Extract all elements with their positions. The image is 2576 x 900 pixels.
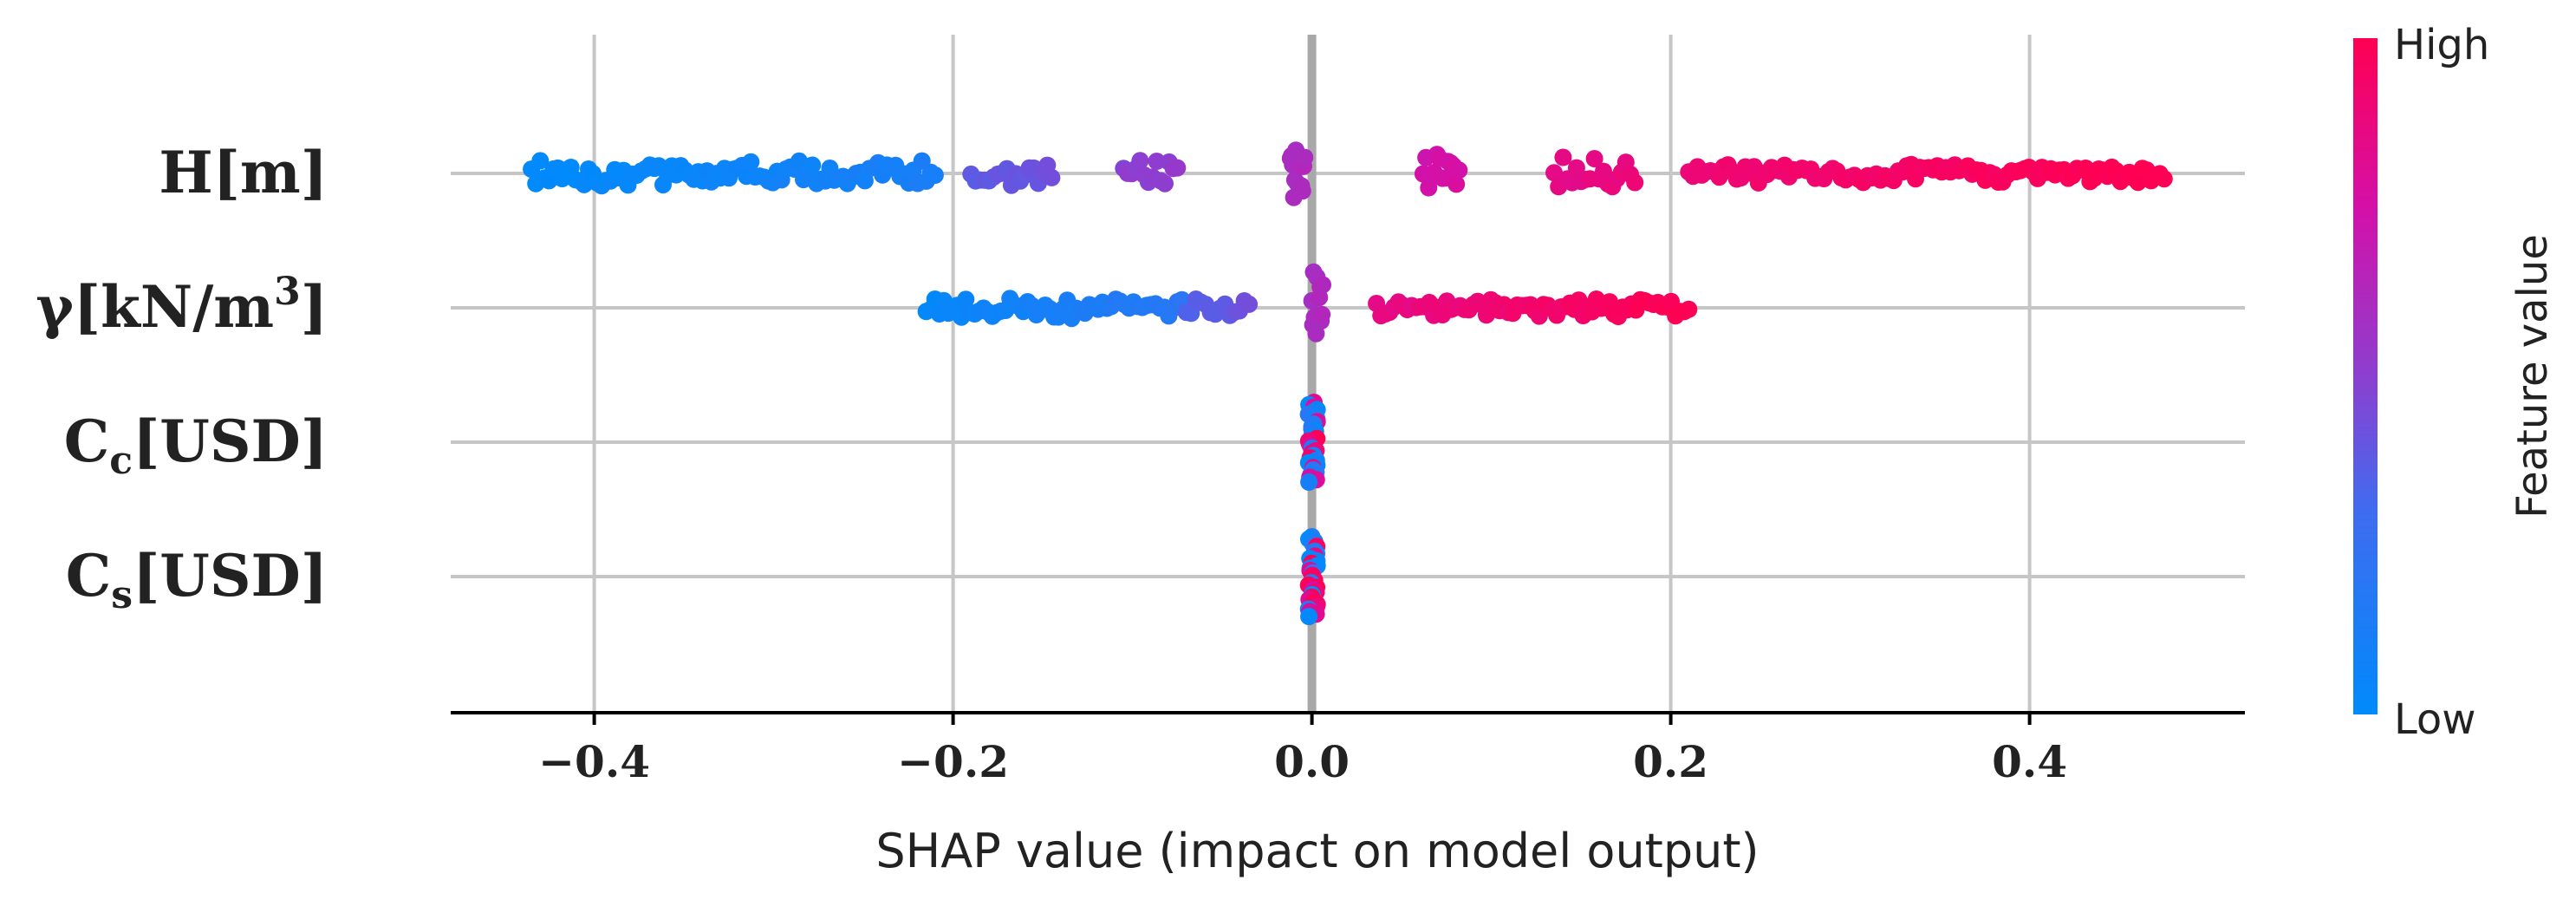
x-axis-title: SHAP value (impact on model output) [875, 824, 1759, 878]
point-H [2129, 173, 2147, 192]
colorbar-high-label: High [2394, 21, 2489, 69]
point-gamma [1313, 305, 1331, 323]
points-layer [523, 141, 2173, 625]
colorbar-low-label: Low [2394, 695, 2476, 744]
grid-layer [451, 35, 2245, 713]
point-H [1447, 175, 1466, 193]
point-H [1043, 168, 1061, 186]
feature-labels: H[m] γ[kN/m3] Cc[USD] Cs[USD] [36, 139, 328, 617]
point-H [1626, 173, 1644, 192]
point-H [1554, 148, 1572, 166]
point-H [1545, 164, 1563, 182]
colorbar-gradient [2353, 38, 2378, 714]
point-H [2155, 170, 2173, 188]
point-H [531, 152, 550, 170]
x-axis: −0.4 −0.2 0.0 0.2 0.4 [451, 711, 2245, 787]
x-tick-label: −0.4 [538, 736, 650, 787]
point-H [1296, 148, 1314, 166]
point-H [1131, 152, 1149, 170]
point-Cc [1300, 473, 1318, 491]
point-H [1168, 159, 1187, 177]
point-H [926, 166, 944, 184]
colorbar: High Low Feature value [2353, 21, 2557, 744]
colorbar-title: Feature value [2508, 234, 2557, 518]
point-gamma [1240, 295, 1259, 313]
point-gamma [1680, 300, 1698, 318]
point-H [1420, 179, 1438, 197]
feature-label-H: H[m] [159, 139, 328, 206]
point-H [742, 153, 760, 171]
point-H [1585, 150, 1603, 167]
point-H [1148, 153, 1166, 170]
x-tick-label: 0.2 [1633, 736, 1708, 787]
point-H [1450, 161, 1468, 179]
x-tick-label: 0.0 [1274, 736, 1350, 787]
point-H [1293, 182, 1311, 200]
feature-label-Cc: Cc[USD] [64, 408, 328, 483]
point-Cs [1300, 608, 1318, 625]
feature-label-gamma: γ[kN/m3] [36, 270, 328, 341]
point-H [803, 156, 822, 174]
x-tick-label: −0.2 [897, 736, 1009, 787]
x-tick-label: 0.4 [1992, 736, 2067, 787]
feature-label-Cs: Cs[USD] [66, 542, 328, 617]
point-gamma [957, 290, 975, 309]
point-H [1156, 174, 1174, 192]
point-gamma [1314, 276, 1331, 294]
point-gamma [1477, 306, 1495, 324]
